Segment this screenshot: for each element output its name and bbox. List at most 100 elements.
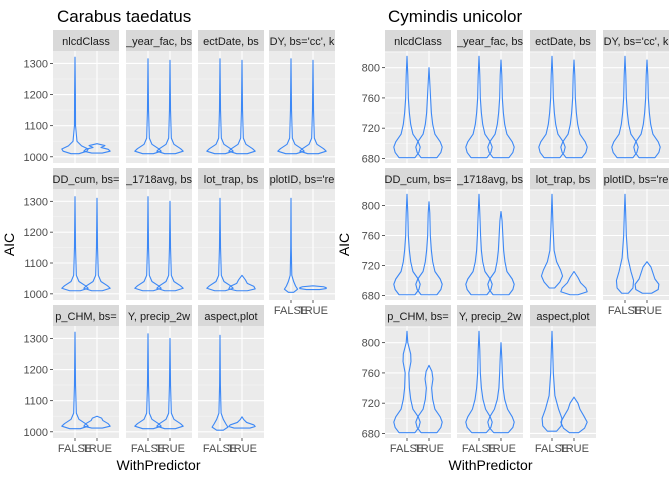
facet-strip-label: _1718avg, bs xyxy=(125,174,193,186)
x-tick-label: FALSE xyxy=(274,305,308,317)
panel-background xyxy=(269,51,335,163)
facet-strip xyxy=(126,30,192,51)
facet-strip-label: lot_trap, bs xyxy=(204,174,259,186)
violin-true xyxy=(415,67,443,159)
facet-strip xyxy=(385,30,451,51)
violin-true xyxy=(83,415,111,429)
facet-strip xyxy=(198,30,264,51)
facet-strip-label: p_CHM, bs= xyxy=(55,311,116,323)
facet-strip-label: nlcdClass xyxy=(394,36,442,48)
facet-strip-label: aspect,plot xyxy=(204,311,257,323)
facet-panel: DD_cum, bs= 680 720 760 800 xyxy=(362,168,451,303)
violin-true xyxy=(156,200,184,292)
violin-false xyxy=(611,55,639,159)
violin-true xyxy=(560,396,588,434)
violin-true xyxy=(415,364,443,434)
facet-strip-label: DY, bs='cc', k xyxy=(270,36,335,48)
y-tick-label: 680 xyxy=(362,428,380,440)
violin-true xyxy=(560,59,588,159)
panel-background xyxy=(457,189,523,300)
violin-false xyxy=(61,56,89,155)
y-tick-label: 720 xyxy=(362,398,380,410)
panel-background xyxy=(198,189,264,300)
violin-false xyxy=(541,330,563,432)
panel-background xyxy=(385,189,451,300)
violin-false xyxy=(134,58,162,155)
panel-background xyxy=(530,189,596,300)
y-tick-label: 800 xyxy=(362,338,380,350)
y-tick-label: 1300 xyxy=(24,333,48,345)
violin-true xyxy=(83,197,111,292)
y-tick-label: 1200 xyxy=(24,90,48,102)
x-axis-title: WithPredictor xyxy=(116,457,200,473)
y-tick-label: 680 xyxy=(362,153,380,165)
x-tick-label: FALSE xyxy=(608,305,642,317)
facet-panel: ectDate, bs xyxy=(530,30,596,163)
violin-true xyxy=(228,274,256,292)
x-tick-label: FALSE xyxy=(203,443,237,455)
facet-panel: DD_cum, bs= 1000 1100 1200 1300 xyxy=(24,168,119,301)
y-tick-label: 760 xyxy=(362,93,380,105)
y-axis-title: AIC xyxy=(336,233,352,256)
y-tick-label: 680 xyxy=(362,291,380,303)
violin-true xyxy=(634,261,660,294)
violin-true xyxy=(156,59,184,155)
x-axis-title: WithPredictor xyxy=(448,457,532,473)
y-tick-label: 720 xyxy=(362,261,380,273)
facet-strip-label: nlcdClass xyxy=(62,36,110,48)
violin-false xyxy=(393,193,421,296)
facet-strip-label: _year_fac, bs xyxy=(456,36,524,48)
violin-true xyxy=(487,210,515,296)
facet-panel: lot_trap, bs xyxy=(530,168,596,300)
violin-true xyxy=(299,285,327,291)
facet-strip-label: Y, precip_2w xyxy=(459,311,521,323)
y-tick-label: 1100 xyxy=(24,258,48,270)
panel-background xyxy=(198,51,264,163)
facet-strip xyxy=(53,305,119,326)
x-tick-label: TRUE xyxy=(82,443,112,455)
y-tick-label: 1000 xyxy=(24,152,48,164)
panel-background xyxy=(385,51,451,163)
x-tick-label: FALSE xyxy=(58,443,92,455)
y-axis-title: AIC xyxy=(1,233,17,256)
panel-background xyxy=(530,326,596,438)
facet-strip xyxy=(198,168,264,189)
y-tick-label: 1100 xyxy=(24,121,48,133)
violin-true xyxy=(560,270,588,296)
plot-title: Carabus taedatus xyxy=(57,7,191,26)
violin-false xyxy=(465,55,493,159)
violin-false xyxy=(393,330,421,434)
facet-strip xyxy=(198,305,264,326)
x-tick-label: TRUE xyxy=(486,443,516,455)
facet-strip-label: p_CHM, bs= xyxy=(387,311,448,323)
facet-strip-label: ectDate, bs xyxy=(535,36,591,48)
plot-1: Cymindis unicolor nlcdClass 680 720 760 800 _y… xyxy=(336,7,669,473)
y-tick-label: 1000 xyxy=(24,289,48,301)
y-tick-label: 1000 xyxy=(24,427,48,439)
facet-strip xyxy=(53,168,119,189)
facet-panel: DY, bs='cc', k xyxy=(603,30,669,163)
facet-strip-label: plotID, bs='re xyxy=(270,174,335,186)
y-tick-label: 800 xyxy=(362,201,380,213)
violin-false xyxy=(206,197,234,292)
facet-strip xyxy=(530,30,596,51)
panel-background xyxy=(53,189,119,300)
violin-false xyxy=(540,193,564,289)
facet-strip-label: ectDate, bs xyxy=(203,36,259,48)
violin-false xyxy=(538,55,566,159)
facet-strip-label: lot_trap, bs xyxy=(536,174,591,186)
y-tick-label: 1200 xyxy=(24,227,48,239)
facet-panel: _year_fac, bs xyxy=(126,30,192,163)
panel-background xyxy=(126,189,192,300)
violin-true xyxy=(633,59,661,159)
x-tick-label: TRUE xyxy=(298,305,328,317)
x-tick-label: TRUE xyxy=(227,443,257,455)
